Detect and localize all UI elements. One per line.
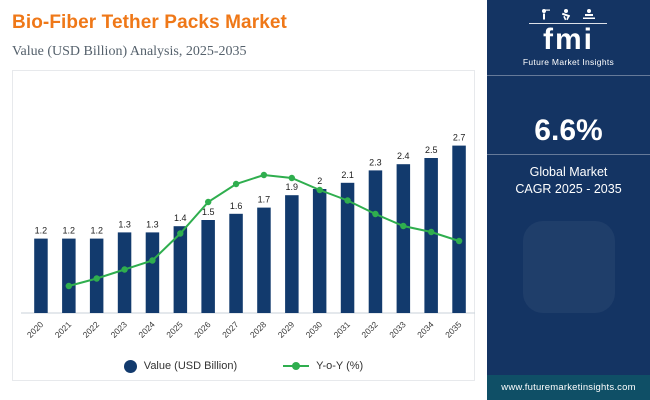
bar-label-2020: 1.2: [35, 226, 48, 236]
yoy-point: [344, 197, 351, 204]
legend-value-label: Value (USD Billion): [143, 360, 238, 372]
bar-2027: [229, 213, 243, 313]
x-tick-2030: 2030: [304, 319, 325, 340]
yoy-point: [260, 171, 268, 179]
x-tick-2031: 2031: [332, 319, 353, 340]
bar-label-2025: 1.4: [174, 213, 187, 223]
cagr-caption: Global Market CAGR 2025 - 2035: [515, 164, 621, 199]
x-tick-2023: 2023: [109, 319, 130, 340]
cagr-caption-line2: CAGR 2025 - 2035: [515, 182, 622, 196]
legend-item-yoy: Y-o-Y (%): [283, 360, 363, 372]
bar-2031: [340, 182, 355, 313]
x-tick-2024: 2024: [136, 319, 157, 340]
yoy-point: [455, 237, 463, 245]
yoy-point: [93, 275, 100, 282]
sidebar-divider-2: [487, 153, 650, 155]
bar-2020: [34, 238, 48, 313]
fmi-logo-caption: Future Market Insights: [522, 56, 615, 67]
page-title: Bio-Fiber Tether Packs Market: [12, 12, 287, 33]
yoy-point: [428, 228, 435, 236]
chart-column: Bio-Fiber Tether Packs Market Value (USD…: [0, 0, 487, 381]
x-tick-2028: 2028: [248, 319, 269, 340]
legend-item-value: Value (USD Billion): [123, 359, 238, 373]
x-tick-2027: 2027: [220, 319, 241, 340]
header: Bio-Fiber Tether Packs Market Value (USD…: [0, 0, 487, 60]
legend-yoy-label: Y-o-Y (%): [316, 360, 364, 372]
yoy-point: [288, 174, 295, 182]
yoy-point: [400, 222, 407, 230]
sidebar-divider: [487, 74, 650, 76]
x-tick-2020: 2020: [25, 319, 46, 340]
bar-label-2029: 1.9: [286, 182, 299, 192]
x-tick-2025: 2025: [164, 319, 185, 340]
fmi-logo: fmi Future Market Insights: [523, 0, 614, 67]
bar-2025: [173, 226, 188, 313]
bar-2021: [62, 238, 76, 313]
yoy-point: [177, 230, 184, 237]
cagr-caption-line1: Global Market: [529, 164, 608, 179]
bar-label-2024: 1.3: [146, 219, 159, 229]
x-tick-2029: 2029: [276, 319, 297, 340]
bar-2034: [424, 158, 438, 313]
yoy-point: [316, 186, 323, 194]
bar-label-2033: 2.4: [397, 151, 410, 161]
bar-2033: [396, 164, 411, 313]
bar-2026: [201, 220, 215, 313]
yoy-point: [205, 198, 212, 206]
x-tick-2034: 2034: [415, 319, 436, 340]
bar-label-2030: 2: [317, 176, 322, 186]
x-tick-2021: 2021: [53, 319, 74, 340]
bar-2028: [257, 207, 271, 313]
bar-2030: [312, 189, 327, 313]
sidebar-watermark: [522, 220, 615, 313]
subtitle: Value (USD Billion) Analysis, 2025-2035: [12, 44, 247, 59]
website-link[interactable]: www.futuremarketinsights.com: [487, 375, 650, 400]
x-tick-2026: 2026: [192, 319, 213, 340]
x-tick-2022: 2022: [81, 319, 102, 340]
bar-label-2021: 1.2: [63, 226, 76, 236]
bar-2023: [117, 232, 132, 313]
yoy-point: [121, 266, 128, 273]
fmi-logo-text: fmi: [542, 23, 594, 56]
bar-label-2022: 1.2: [90, 226, 103, 236]
x-tick-2033: 2033: [387, 319, 408, 340]
bar-label-2034: 2.5: [425, 145, 438, 155]
bar-label-2023: 1.3: [118, 219, 131, 229]
chart-legend: Value (USD Billion) Y-o-Y (%): [15, 354, 472, 378]
bar-2029: [285, 195, 299, 313]
bar-label-2035: 2.7: [453, 133, 466, 143]
yoy-point: [232, 180, 240, 188]
bar-2035: [452, 145, 466, 313]
x-tick-2035: 2035: [443, 319, 464, 340]
bar-label-2028: 1.7: [258, 195, 271, 205]
fmi-logo-pictograms-icon: [529, 8, 608, 24]
x-tick-2032: 2032: [359, 319, 380, 340]
bar-2024: [145, 232, 160, 313]
cagr-value: 6.6%: [534, 113, 603, 147]
bar-label-2031: 2.1: [341, 170, 354, 180]
bar-series-marker-icon: [123, 359, 137, 373]
yoy-point: [149, 257, 156, 264]
bar-label-2027: 1.6: [230, 201, 243, 211]
line-series-marker-icon: [283, 362, 310, 370]
chart-panel: 1.2 2020 1.2 2021 1.2 2022 1.3 2023 1.3 2024 1.4 20…: [12, 70, 475, 381]
bar-line-chart: 1.2 2020 1.2 2021 1.2 2022 1.3 2023 1.3 2024 1.4 20…: [21, 133, 475, 340]
bar-2032: [368, 170, 383, 313]
yoy-point: [372, 210, 379, 218]
brand-sidebar: fmi Future Market Insights 6.6% Global M…: [487, 0, 650, 400]
bar-label-2026: 1.5: [202, 207, 215, 217]
yoy-point: [65, 282, 72, 290]
bar-label-2032: 2.3: [369, 157, 382, 167]
